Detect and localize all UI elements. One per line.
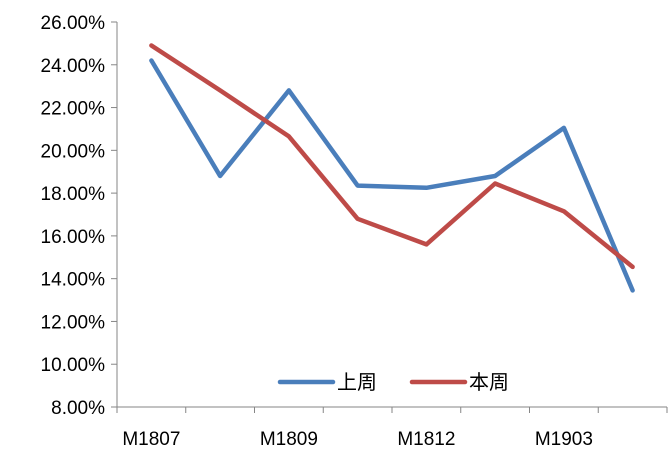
x-tick-label: M1903 <box>535 429 593 450</box>
x-axis: M1807 M1809 M1812 M1903 <box>116 406 668 450</box>
y-tick-label: 24.00% <box>41 56 106 77</box>
series-line-2 <box>149 43 635 270</box>
y-tick-label: 14.00% <box>41 270 106 291</box>
y-tick-label: 12.00% <box>41 312 106 333</box>
y-tick-label: 26.00% <box>41 13 106 34</box>
x-tick-label: M1812 <box>397 429 455 450</box>
y-tick-label: 16.00% <box>41 227 106 248</box>
y-tick-label: 22.00% <box>41 99 106 120</box>
y-tick-label: 18.00% <box>41 184 106 205</box>
y-tick-label: 20.00% <box>41 141 106 162</box>
legend: 上周 本周 <box>277 370 509 394</box>
x-tick-label: M1809 <box>260 429 318 450</box>
legend-label-2: 本周 <box>469 370 509 394</box>
y-axis: 8.00% 10.00% 12.00% 14.00% 16.00% 18.00% 20.00… <box>41 13 118 419</box>
x-tick-label: M1807 <box>122 429 180 450</box>
legend-label-1: 上周 <box>337 370 377 394</box>
series-layer <box>149 43 635 293</box>
series-line-1 <box>149 58 635 293</box>
y-tick-label: 8.00% <box>51 398 105 419</box>
y-tick-label: 10.00% <box>41 355 106 376</box>
